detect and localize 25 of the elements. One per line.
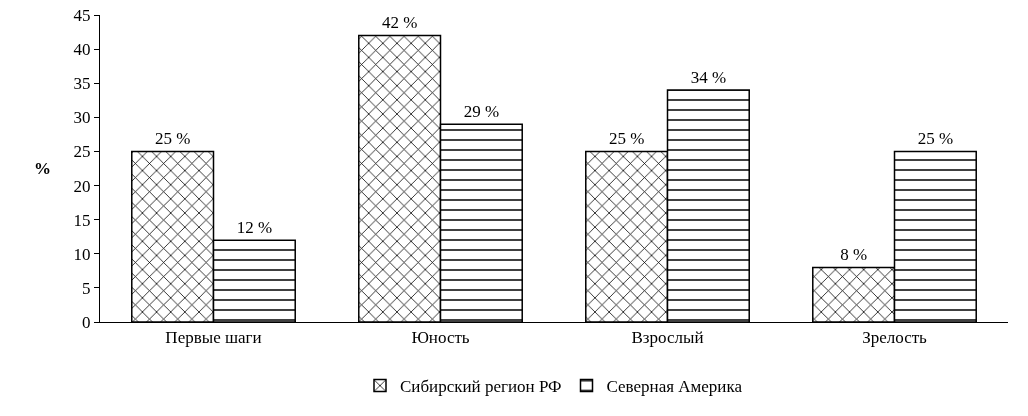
data-label: 25 %	[154, 129, 191, 149]
x-tick-label: Взрослый	[631, 328, 704, 348]
y-tick-label: 15	[73, 210, 91, 230]
legend-label: Сибирский регион РФ	[400, 377, 562, 397]
data-label: 12 %	[236, 218, 273, 238]
y-tick-label: 0	[82, 312, 91, 332]
y-tick-label: 5	[82, 278, 91, 298]
y-tick-label: 20	[73, 176, 91, 196]
data-label: 42 %	[381, 13, 418, 33]
legend-label: Северная Америка	[606, 377, 743, 397]
y-tick-label: 35	[73, 74, 91, 94]
data-label: 29 %	[463, 102, 500, 122]
data-label: 8 %	[840, 245, 868, 265]
data-label: 25 %	[917, 129, 954, 149]
y-tick-label: 30	[73, 108, 91, 128]
y-tick-label: 25	[73, 142, 91, 162]
y-tick-label: 40	[73, 40, 91, 60]
x-tick-label: Зрелость	[862, 328, 928, 348]
data-label: 25 %	[608, 129, 645, 149]
y-tick-label: 10	[73, 244, 91, 264]
y-tick-label: 45	[73, 5, 91, 25]
data-label: 34 %	[690, 68, 727, 88]
x-tick-label: Юность	[411, 328, 470, 348]
x-tick-label: Первые шаги	[165, 328, 262, 348]
y-axis-title: %	[34, 159, 51, 178]
